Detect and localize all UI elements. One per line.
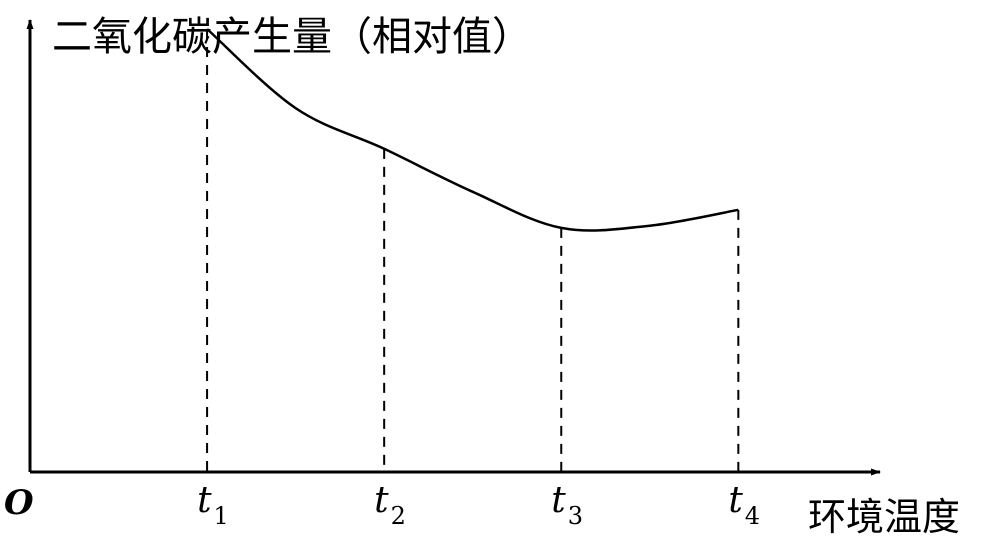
guide-lines	[206, 29, 740, 472]
x-tick-label-t3: t3	[551, 480, 583, 530]
x-axis-label: 环境温度	[808, 495, 960, 539]
origin-label: O	[4, 483, 34, 523]
x-tick-label-t4: t4	[728, 480, 760, 530]
x-tick-label-t2: t2	[374, 480, 406, 530]
y-axis-label: 二氧化碳产生量（相对值）	[52, 14, 532, 60]
x-tick-label-t1: t1	[197, 480, 229, 530]
data-series	[206, 28, 739, 232]
co2-curve-line	[206, 28, 739, 232]
x-tick-labels: t1 t2 t3 t4	[197, 480, 760, 530]
